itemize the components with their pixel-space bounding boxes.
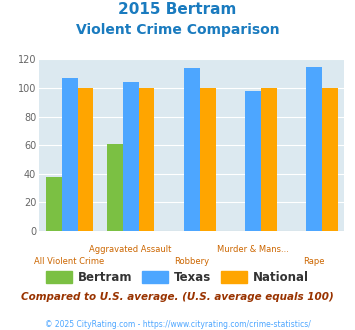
Bar [261,88,277,231]
Text: 2015 Bertram: 2015 Bertram [118,2,237,16]
Text: Murder & Mans...: Murder & Mans... [217,245,289,254]
Text: Aggravated Assault: Aggravated Assault [89,245,172,254]
Text: Compared to U.S. average. (U.S. average equals 100): Compared to U.S. average. (U.S. average … [21,292,334,302]
Text: Violent Crime Comparison: Violent Crime Comparison [76,23,279,37]
Text: © 2025 CityRating.com - https://www.cityrating.com/crime-statistics/: © 2025 CityRating.com - https://www.city… [45,320,310,329]
Bar [138,88,154,231]
Text: Robbery: Robbery [174,257,209,266]
Bar [77,88,93,231]
Text: Rape: Rape [303,257,324,266]
Legend: Bertram, Texas, National: Bertram, Texas, National [42,267,313,289]
Text: All Violent Crime: All Violent Crime [34,257,105,266]
Bar [306,67,322,231]
Bar [46,177,62,231]
Bar [107,144,123,231]
Bar [184,68,200,231]
Bar [322,88,338,231]
Bar [245,91,261,231]
Bar [200,88,215,231]
Bar [62,78,77,231]
Bar [123,82,138,231]
